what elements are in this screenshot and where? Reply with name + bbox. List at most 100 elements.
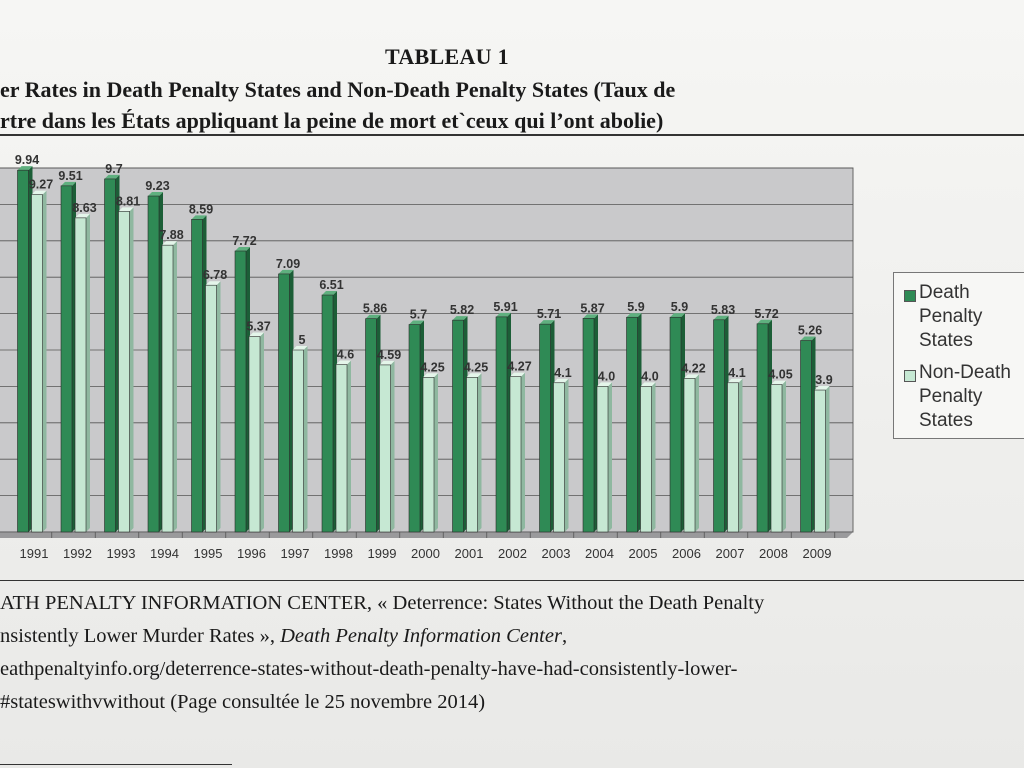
data-label-non-death-penalty: 9.27: [29, 178, 53, 192]
bar-top: [800, 336, 816, 341]
bar-death-penalty: [147, 195, 160, 533]
bar-non-death-penalty: [509, 376, 522, 533]
bar-non-death-penalty: [553, 382, 565, 533]
bar-non-death-penalty: [31, 194, 43, 533]
bar-top: [640, 382, 656, 387]
bar-death-penalty: [278, 273, 290, 533]
bar-side: [260, 332, 264, 532]
data-label-death-penalty: 5.83: [711, 303, 735, 317]
x-tick-label: 1994: [150, 546, 179, 561]
bar-death-penalty: [539, 323, 551, 533]
x-tick-label: 1993: [107, 546, 136, 561]
bar-top: [17, 166, 33, 171]
x-tick-label: 2009: [803, 546, 832, 561]
data-label-death-penalty: 7.72: [232, 234, 256, 248]
bar-non-death-penalty: [640, 386, 652, 533]
bar-non-death-penalty: [161, 244, 174, 533]
bar-death-penalty: [626, 316, 638, 533]
bar-death-penalty: [104, 178, 116, 533]
bar-death-penalty: [800, 340, 812, 533]
bar-side: [434, 373, 438, 532]
bar-top: [713, 315, 729, 320]
bar-top: [409, 320, 424, 325]
data-label-non-death-penalty: 8.81: [116, 194, 140, 208]
bar-side: [303, 346, 308, 532]
bar-side: [564, 378, 569, 532]
data-label-non-death-penalty: 4.25: [464, 360, 488, 374]
bar-death-penalty: [191, 219, 203, 533]
table-heading: TABLEAU 1: [385, 44, 509, 69]
bar-top: [496, 312, 511, 317]
bar-non-death-penalty: [248, 336, 261, 533]
bar-top: [322, 291, 337, 296]
source-line-2-end: ,: [561, 625, 568, 647]
bar-non-death-penalty: [814, 389, 826, 533]
bar-top: [626, 313, 642, 318]
bar-top: [597, 382, 612, 387]
bar-top: [191, 215, 207, 220]
data-label-non-death-penalty: 4.0: [598, 369, 615, 383]
source-citation: ATH PENALTY INFORMATION CENTER, « Deterr…: [0, 587, 1024, 719]
bar-top: [771, 380, 786, 385]
data-label-death-penalty: 5.72: [754, 307, 778, 321]
bar-death-penalty: [582, 318, 595, 533]
bar-death-penalty: [60, 185, 73, 533]
bar-non-death-penalty: [770, 384, 783, 533]
bar-top: [583, 314, 598, 319]
data-label-non-death-penalty: 4.59: [377, 348, 401, 362]
bar-death-penalty: [365, 318, 377, 533]
bar-side: [129, 207, 134, 532]
top-rule: [0, 134, 1024, 136]
legend-label-non-death-penalty: Non-Death Penalty States: [919, 362, 1011, 431]
bar-top: [539, 320, 555, 325]
x-tick-label: 2004: [585, 546, 614, 561]
bar-top: [148, 192, 163, 197]
bar-side: [782, 380, 786, 532]
bar-top: [75, 213, 90, 218]
bar-non-death-penalty: [74, 217, 87, 533]
bar-top: [379, 360, 395, 365]
data-label-death-penalty: 5.71: [537, 307, 561, 321]
data-label-non-death-penalty: 4.1: [728, 366, 745, 380]
data-label-death-penalty: 5.9: [671, 300, 688, 314]
x-tick-label: 1997: [281, 546, 310, 561]
bar-top: [553, 378, 569, 383]
bar-top: [452, 316, 468, 321]
bar-top: [292, 346, 308, 350]
bar-non-death-penalty: [379, 364, 391, 533]
bar-non-death-penalty: [292, 349, 304, 533]
bar-top: [727, 378, 743, 383]
data-label-non-death-penalty: 7.88: [159, 228, 183, 242]
legend-swatch-non-death-penalty: [904, 370, 916, 382]
bar-top: [336, 360, 351, 365]
x-tick-label: 2005: [629, 546, 658, 561]
bar-side: [521, 372, 525, 532]
bar-side: [86, 213, 90, 533]
bar-non-death-penalty: [466, 377, 478, 533]
bar-top: [757, 319, 772, 324]
data-label-death-penalty: 5.9: [627, 300, 644, 314]
bar-top: [365, 314, 381, 319]
bar-top: [205, 281, 221, 286]
source-italic-title: Death Penalty Information Center: [280, 625, 562, 647]
source-url-link[interactable]: eathpenaltyinfo.org/deterrence-states-wi…: [0, 658, 738, 680]
data-label-death-penalty: 5.7: [410, 308, 427, 322]
bar-non-death-penalty: [727, 382, 739, 533]
data-label-non-death-penalty: 4.22: [681, 361, 705, 375]
bar-non-death-penalty: [683, 378, 696, 533]
bar-chart: 9.94 9.27 1991 9.51 8.63 1992 9.7 8.81 1993 9.23 7…: [0, 153, 854, 561]
x-tick-label: 1996: [237, 546, 266, 561]
source-rule: [0, 580, 1024, 581]
bar-death-penalty: [234, 250, 247, 533]
x-tick-label: 1999: [368, 546, 397, 561]
x-tick-label: 2002: [498, 546, 527, 561]
data-label-non-death-penalty: 4.1: [554, 366, 571, 380]
bar-death-penalty: [452, 319, 464, 533]
data-label-death-penalty: 9.51: [58, 169, 82, 183]
x-tick-label: 2003: [542, 546, 571, 561]
bar-side: [477, 373, 482, 532]
bar-death-penalty: [321, 294, 334, 533]
bar-top: [118, 207, 134, 212]
bar-non-death-penalty: [118, 211, 130, 533]
